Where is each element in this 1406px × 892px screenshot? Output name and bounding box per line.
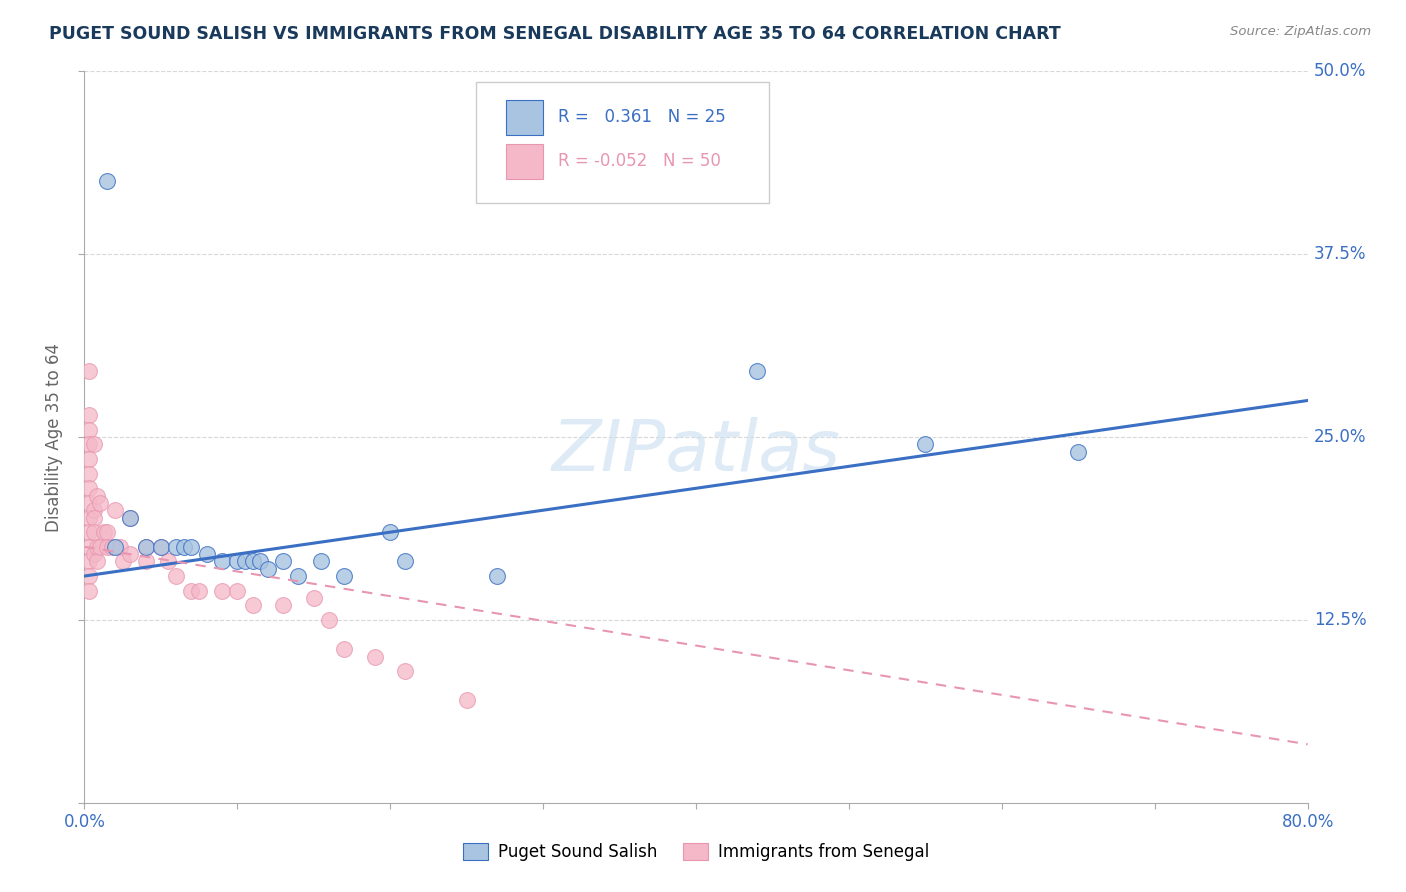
Point	[135, 540, 157, 554]
Point	[486, 569, 509, 583]
Point	[77, 510, 100, 524]
FancyBboxPatch shape	[475, 82, 769, 203]
Point	[83, 510, 105, 524]
Point	[188, 583, 211, 598]
Point	[226, 583, 249, 598]
Point	[89, 540, 111, 554]
Point	[180, 540, 202, 554]
Point	[120, 547, 142, 561]
Text: R =   0.361   N = 25: R = 0.361 N = 25	[558, 109, 725, 127]
Point	[86, 489, 108, 503]
Point	[77, 540, 100, 554]
Text: 25.0%: 25.0%	[1313, 428, 1367, 446]
Text: Source: ZipAtlas.com: Source: ZipAtlas.com	[1230, 25, 1371, 38]
FancyBboxPatch shape	[506, 144, 543, 179]
Point	[914, 437, 936, 451]
Point	[149, 540, 172, 554]
Point	[257, 562, 280, 576]
Point	[120, 510, 142, 524]
Point	[83, 437, 105, 451]
Point	[83, 547, 105, 561]
Point	[394, 664, 416, 678]
Text: 50.0%: 50.0%	[1313, 62, 1367, 80]
Point	[233, 554, 256, 568]
Point	[135, 554, 157, 568]
Point	[173, 540, 195, 554]
Point	[165, 540, 187, 554]
Point	[86, 554, 108, 568]
Text: 37.5%: 37.5%	[1313, 245, 1367, 263]
Point	[1067, 444, 1090, 458]
Point	[311, 554, 333, 568]
Legend: Puget Sound Salish, Immigrants from Senegal: Puget Sound Salish, Immigrants from Sene…	[457, 836, 935, 868]
Text: PUGET SOUND SALISH VS IMMIGRANTS FROM SENEGAL DISABILITY AGE 35 TO 64 CORRELATIO: PUGET SOUND SALISH VS IMMIGRANTS FROM SE…	[49, 25, 1062, 43]
Y-axis label: Disability Age 35 to 64: Disability Age 35 to 64	[45, 343, 63, 532]
Point	[165, 569, 187, 583]
Point	[135, 540, 157, 554]
Point	[77, 496, 100, 510]
Point	[77, 364, 100, 378]
Text: 12.5%: 12.5%	[1313, 611, 1367, 629]
Point	[242, 599, 264, 613]
Point	[77, 569, 100, 583]
Point	[242, 554, 264, 568]
Point	[77, 452, 100, 467]
Point	[77, 467, 100, 481]
Point	[111, 554, 134, 568]
Point	[89, 496, 111, 510]
Point	[211, 583, 233, 598]
Point	[333, 569, 356, 583]
Point	[86, 540, 108, 554]
Point	[77, 481, 100, 495]
Text: ZIPatlas: ZIPatlas	[551, 417, 841, 486]
Point	[77, 423, 100, 437]
Point	[96, 525, 118, 540]
Point	[271, 554, 294, 568]
Point	[77, 554, 100, 568]
Point	[77, 583, 100, 598]
Point	[149, 540, 172, 554]
Point	[364, 649, 387, 664]
Point	[96, 540, 118, 554]
Point	[195, 547, 218, 561]
Point	[380, 525, 402, 540]
Point	[333, 642, 356, 657]
Point	[318, 613, 340, 627]
Point	[226, 554, 249, 568]
Point	[302, 591, 325, 605]
Point	[101, 540, 124, 554]
Point	[211, 554, 233, 568]
Point	[394, 554, 416, 568]
Point	[456, 693, 478, 707]
Text: R = -0.052   N = 50: R = -0.052 N = 50	[558, 153, 721, 170]
Point	[271, 599, 294, 613]
Point	[96, 174, 118, 188]
Point	[287, 569, 309, 583]
Point	[83, 503, 105, 517]
Point	[83, 525, 105, 540]
Point	[120, 510, 142, 524]
Point	[77, 525, 100, 540]
FancyBboxPatch shape	[506, 100, 543, 135]
Point	[77, 437, 100, 451]
Point	[157, 554, 180, 568]
Point	[180, 583, 202, 598]
Point	[104, 540, 127, 554]
Point	[747, 364, 769, 378]
Point	[104, 503, 127, 517]
Point	[93, 525, 115, 540]
Point	[249, 554, 271, 568]
Point	[77, 408, 100, 422]
Point	[108, 540, 131, 554]
